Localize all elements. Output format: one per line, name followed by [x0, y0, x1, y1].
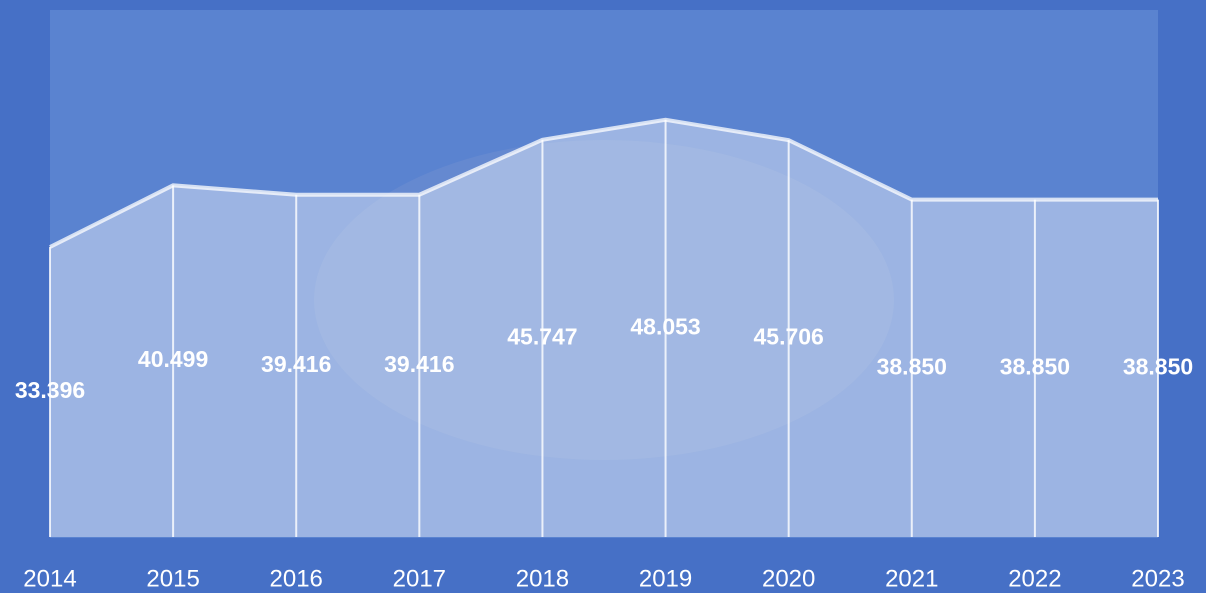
page: 33.396 40.499 39.416 39.416 45.747 48.053 45.7…	[0, 0, 1206, 593]
x-tick-label: 2020	[762, 565, 815, 592]
x-tick-label: 2015	[146, 565, 199, 592]
data-label: 48.053	[630, 313, 700, 339]
data-label: 40.499	[138, 346, 208, 372]
x-tick-label: 2021	[885, 565, 938, 592]
chart: 33.396 40.499 39.416 39.416 45.747 48.053 45.7…	[0, 0, 1206, 593]
data-label: 38.850	[1000, 353, 1070, 379]
data-label: 45.706	[753, 324, 823, 350]
x-tick-label: 2014	[23, 565, 76, 592]
data-label: 38.850	[1123, 353, 1193, 379]
data-label: 39.416	[261, 351, 331, 377]
data-label: 45.747	[507, 323, 577, 349]
x-tick-label: 2017	[393, 565, 446, 592]
x-tick-label: 2023	[1131, 565, 1184, 592]
x-tick-label: 2022	[1008, 565, 1061, 592]
x-tick-label: 2019	[639, 565, 692, 592]
x-tick-label: 2018	[516, 565, 569, 592]
data-label: 33.396	[15, 377, 85, 403]
data-label: 39.416	[384, 351, 454, 377]
data-label: 38.850	[877, 353, 947, 379]
x-tick-label: 2016	[270, 565, 323, 592]
